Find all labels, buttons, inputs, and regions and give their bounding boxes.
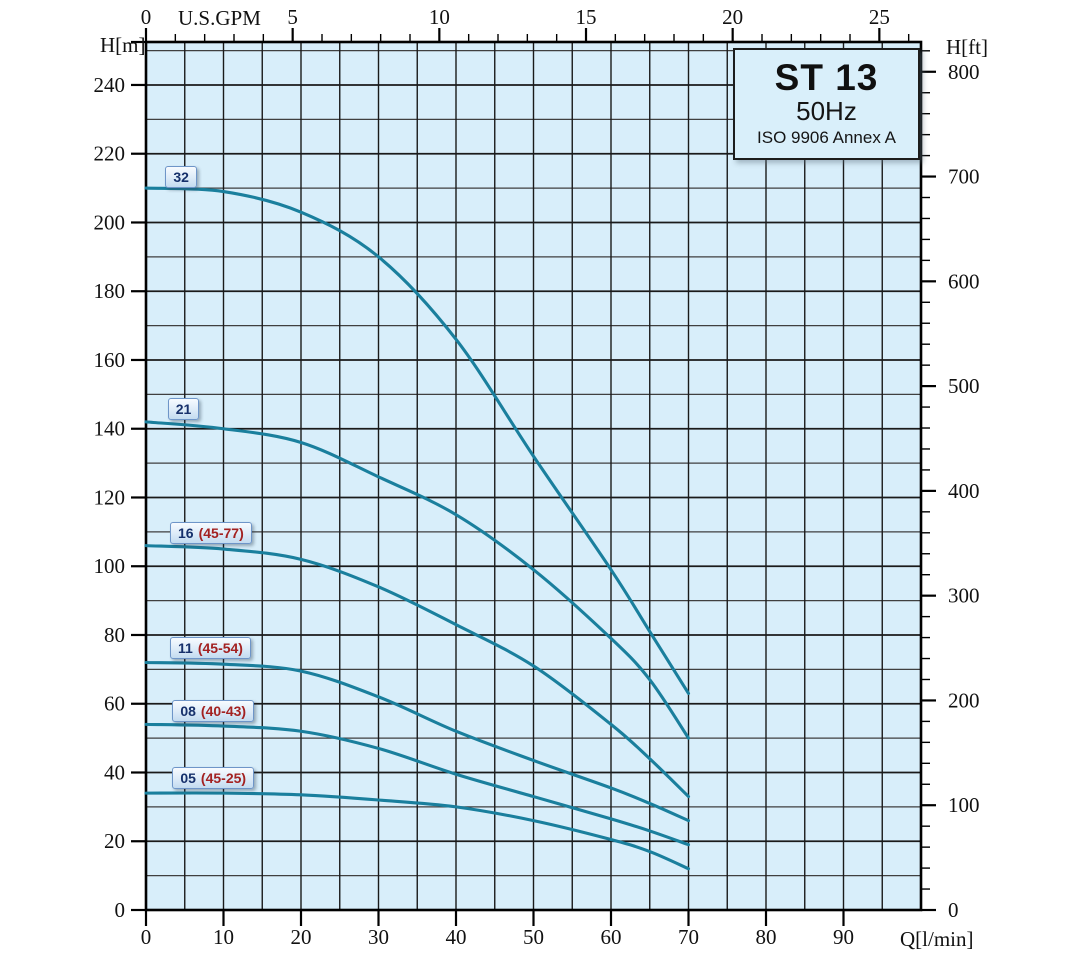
curve-label-21: 21 <box>167 397 200 420</box>
hm-tick-label-0: 0 <box>115 898 126 922</box>
hm-tick-label-100: 100 <box>94 554 126 578</box>
x-tick-label-30: 30 <box>368 925 389 949</box>
x-tick-label-60: 60 <box>601 925 622 949</box>
x-tick-label-70: 70 <box>678 925 699 949</box>
curve-label-08: 08 (40-43) <box>172 700 255 723</box>
top-axis-unit-label: U.S.GPM <box>178 6 261 30</box>
x-tick-label-40: 40 <box>446 925 467 949</box>
hft-tick-label-200: 200 <box>948 688 980 712</box>
x-tick-label-0: 0 <box>141 925 152 949</box>
curve-label-stages: 16 <box>178 524 194 541</box>
x-tick-label-20: 20 <box>291 925 312 949</box>
hm-tick-label-120: 120 <box>94 485 126 509</box>
hm-tick-label-80: 80 <box>104 623 125 647</box>
hm-tick-label-20: 20 <box>104 829 125 853</box>
hm-tick-label-240: 240 <box>94 73 126 97</box>
y-axis-left <box>131 40 146 912</box>
curve-label-stages: 11 <box>178 639 193 656</box>
curve-label-32: 32 <box>165 165 197 188</box>
hm-tick-label-200: 200 <box>94 210 126 234</box>
x-axis-bottom <box>144 910 845 926</box>
frequency-label: 50Hz <box>796 96 857 127</box>
y-axis-right <box>921 50 936 912</box>
gpm-tick-label-20: 20 <box>722 5 743 29</box>
standard-label: ISO 9906 Annex A <box>757 128 896 148</box>
hft-tick-label-0: 0 <box>948 898 959 922</box>
hm-tick-label-40: 40 <box>104 760 125 784</box>
title-box: ST 13 50Hz ISO 9906 Annex A <box>733 48 920 160</box>
curve-21 <box>144 420 691 740</box>
hm-tick-label-220: 220 <box>94 142 126 166</box>
x-tick-label-10: 10 <box>213 925 234 949</box>
curve-label-stages: 21 <box>175 400 192 417</box>
curve-label-code: (45-77) <box>198 524 244 541</box>
curve-16 <box>144 544 691 799</box>
x-tick-label-80: 80 <box>756 925 777 949</box>
x-tick-label-90: 90 <box>833 925 854 949</box>
curve-label-05: 05 (45-25) <box>172 767 255 790</box>
curve-32 <box>144 186 691 695</box>
pump-model-title: ST 13 <box>774 56 879 98</box>
curve-08 <box>144 722 691 847</box>
hft-tick-label-400: 400 <box>948 479 980 503</box>
hft-tick-label-600: 600 <box>948 269 980 293</box>
hm-tick-label-140: 140 <box>94 417 126 441</box>
gpm-tick-label-5: 5 <box>287 5 298 29</box>
gpm-tick-label-10: 10 <box>429 5 450 29</box>
gpm-tick-label-25: 25 <box>869 5 890 29</box>
hm-tick-label-180: 180 <box>94 279 126 303</box>
hm-tick-label-160: 160 <box>94 348 126 372</box>
curve-label-16: 16 (45-77) <box>170 521 252 544</box>
curve-05 <box>144 791 691 871</box>
hft-tick-label-700: 700 <box>948 165 980 189</box>
grid <box>146 42 921 910</box>
x-tick-label-50: 50 <box>523 925 544 949</box>
x-axis-top <box>144 28 910 42</box>
curve-label-stages: 32 <box>173 168 189 185</box>
bottom-axis-unit-label: Q[l/min] <box>900 927 974 951</box>
hft-tick-label-100: 100 <box>948 793 980 817</box>
left-axis-unit-label: H[m] <box>100 33 146 57</box>
curve-label-stages: 05 <box>180 770 196 787</box>
gpm-tick-label-0: 0 <box>141 5 152 29</box>
curve-11 <box>144 660 691 823</box>
curve-label-11: 11 (45-54) <box>170 636 251 659</box>
curve-label-code: (45-54) <box>197 639 243 656</box>
right-axis-unit-label: H[ft] <box>946 35 988 59</box>
hft-tick-label-500: 500 <box>948 374 980 398</box>
gpm-tick-label-15: 15 <box>576 5 597 29</box>
curve-label-stages: 08 <box>180 703 196 720</box>
curve-label-code: (45-25) <box>200 770 247 787</box>
hft-tick-label-300: 300 <box>948 584 980 608</box>
hft-tick-label-800: 800 <box>948 60 980 84</box>
hm-tick-label-60: 60 <box>104 692 125 716</box>
curve-label-code: (40-43) <box>200 703 247 720</box>
